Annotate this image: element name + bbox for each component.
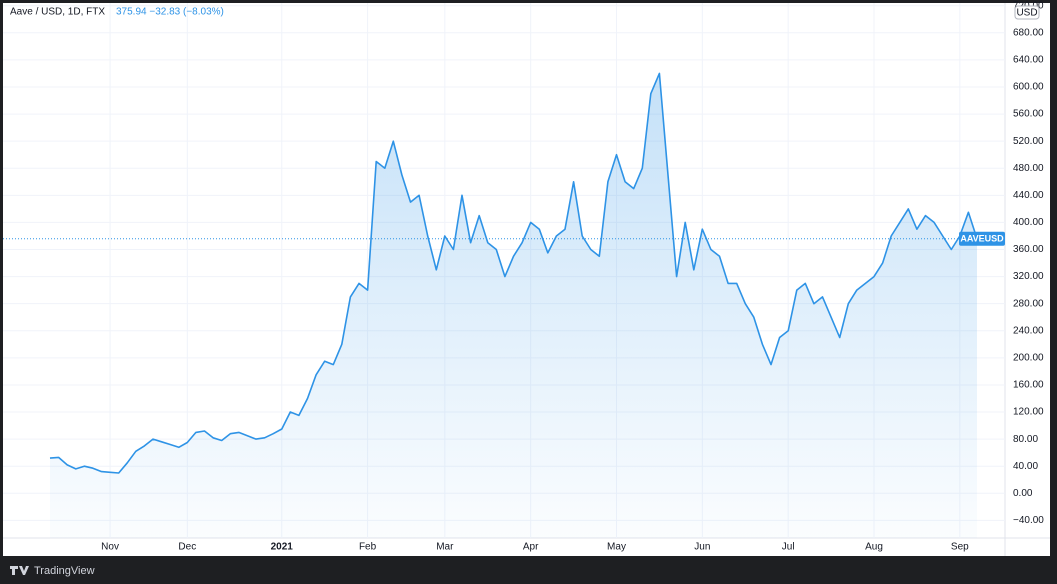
y-tick-label: 400.00 xyxy=(1013,217,1044,228)
y-tick-label: 680.00 xyxy=(1013,27,1044,38)
x-tick-label: May xyxy=(607,542,626,553)
series-label: AAVEUSD xyxy=(960,234,1004,244)
x-tick-label: Sep xyxy=(951,542,969,553)
symbol-title: Aave / USD, 1D, FTX xyxy=(10,7,105,18)
y-tick-label: 360.00 xyxy=(1013,244,1044,255)
y-tick-label: 520.00 xyxy=(1013,136,1044,147)
unit-label[interactable]: USD xyxy=(1016,8,1037,19)
y-tick-label: 640.00 xyxy=(1013,55,1044,66)
quote: 375.94 −32.83 (−8.03%) xyxy=(116,7,224,18)
y-tick-label: 320.00 xyxy=(1013,271,1044,282)
x-tick-label: Jun xyxy=(694,542,710,553)
x-tick-label: Apr xyxy=(523,542,539,553)
x-tick-label: Aug xyxy=(865,542,883,553)
y-tick-label: −40.00 xyxy=(1013,515,1044,526)
footer: TradingView xyxy=(10,565,95,577)
unit-box[interactable] xyxy=(1014,5,1040,20)
y-tick-label: 240.00 xyxy=(1013,325,1044,336)
y-tick-label: 440.00 xyxy=(1013,190,1044,201)
y-tick-label: 80.00 xyxy=(1013,434,1038,445)
x-tick-label: Mar xyxy=(436,542,454,553)
y-tick-label: 40.00 xyxy=(1013,461,1038,472)
y-tick-label: 600.00 xyxy=(1013,82,1044,93)
y-tick-label: 0.00 xyxy=(1013,488,1033,499)
price-line xyxy=(49,72,978,474)
plot xyxy=(3,72,1005,538)
y-tick-label: 280.00 xyxy=(1013,298,1044,309)
y-tick-label: 480.00 xyxy=(1013,163,1044,174)
y-tick-label: 160.00 xyxy=(1013,380,1044,391)
x-tick-label: Jul xyxy=(782,542,795,553)
y-tick-label: 560.00 xyxy=(1013,109,1044,120)
brand-logo[interactable] xyxy=(10,566,29,575)
area-fill xyxy=(50,73,977,538)
last-price-tag xyxy=(959,231,1005,246)
y-tick-label: 200.00 xyxy=(1013,353,1044,364)
x-tick-label: Nov xyxy=(101,542,119,553)
brand-name[interactable]: TradingView xyxy=(34,565,95,577)
y-tick-label: 120.00 xyxy=(1013,407,1044,418)
x-tick-label: Dec xyxy=(178,542,196,553)
x-tick-label: 2021 xyxy=(271,542,294,553)
x-tick-label: Feb xyxy=(359,542,377,553)
